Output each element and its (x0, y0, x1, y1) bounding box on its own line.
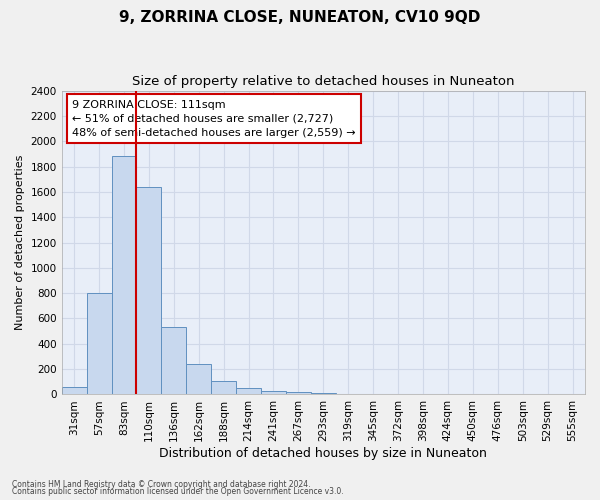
Text: 9, ZORRINA CLOSE, NUNEATON, CV10 9QD: 9, ZORRINA CLOSE, NUNEATON, CV10 9QD (119, 10, 481, 25)
Bar (112, 156, 136, 394)
Bar (236, 388, 261, 394)
Title: Size of property relative to detached houses in Nuneaton: Size of property relative to detached ho… (132, 75, 515, 88)
Bar (261, 390, 286, 394)
Text: Contains HM Land Registry data © Crown copyright and database right 2024.: Contains HM Land Registry data © Crown c… (12, 480, 311, 489)
Bar (286, 392, 311, 394)
X-axis label: Distribution of detached houses by size in Nuneaton: Distribution of detached houses by size … (160, 447, 487, 460)
Bar (161, 328, 186, 394)
Bar (62, 387, 86, 394)
Bar (311, 393, 336, 394)
Y-axis label: Number of detached properties: Number of detached properties (15, 155, 25, 330)
Bar (211, 381, 236, 394)
Text: Contains public sector information licensed under the Open Government Licence v3: Contains public sector information licen… (12, 487, 344, 496)
Bar (136, 187, 161, 394)
Bar (186, 364, 211, 394)
Text: 9 ZORRINA CLOSE: 111sqm
← 51% of detached houses are smaller (2,727)
48% of semi: 9 ZORRINA CLOSE: 111sqm ← 51% of detache… (72, 100, 356, 138)
Bar (86, 293, 112, 394)
